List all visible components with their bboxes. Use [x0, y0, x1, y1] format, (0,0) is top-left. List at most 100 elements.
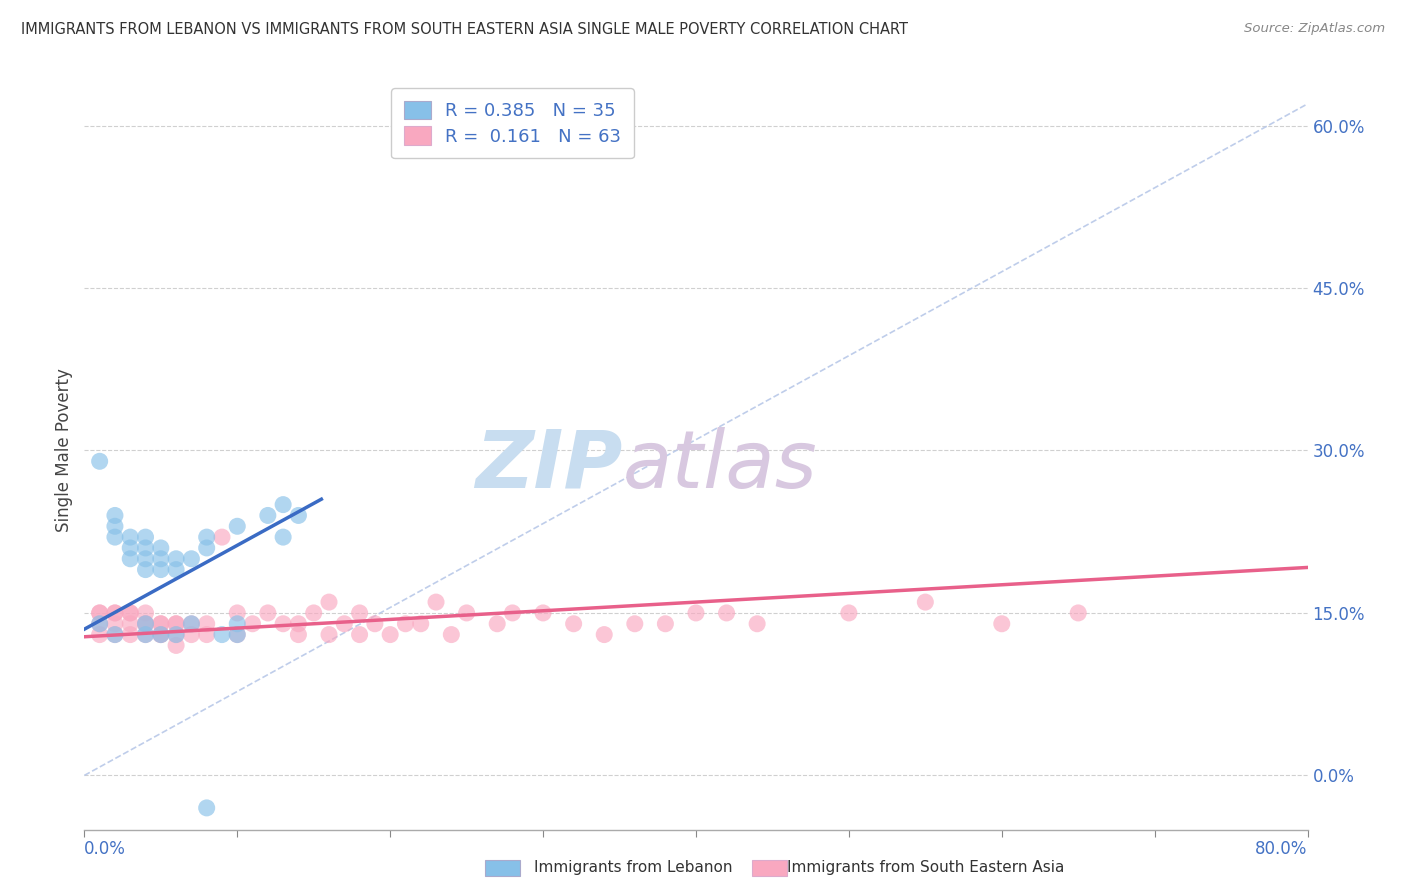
Point [838, 606, 860, 620]
Point [394, 616, 416, 631]
Point [1067, 606, 1090, 620]
Point [180, 616, 202, 631]
Point [287, 627, 309, 641]
Point [271, 530, 294, 544]
Point [226, 606, 249, 620]
Point [104, 627, 127, 641]
Legend: R = 0.385   N = 35, R =  0.161   N = 63: R = 0.385 N = 35, R = 0.161 N = 63 [391, 88, 634, 158]
Point [302, 606, 325, 620]
Point [195, 627, 218, 641]
Point [104, 530, 127, 544]
Point [165, 639, 187, 653]
Text: Immigrants from South Eastern Asia: Immigrants from South Eastern Asia [787, 860, 1064, 874]
Point [287, 508, 309, 523]
Point [211, 530, 233, 544]
Point [654, 616, 676, 631]
Point [747, 616, 769, 631]
Point [364, 616, 387, 631]
Point [120, 530, 142, 544]
Point [456, 606, 478, 620]
Point [135, 606, 157, 620]
Point [135, 541, 157, 555]
Text: IMMIGRANTS FROM LEBANON VS IMMIGRANTS FROM SOUTH EASTERN ASIA SINGLE MALE POVERT: IMMIGRANTS FROM LEBANON VS IMMIGRANTS FR… [21, 22, 908, 37]
Point [149, 616, 172, 631]
Point [89, 606, 111, 620]
Point [104, 519, 127, 533]
Point [486, 616, 509, 631]
Point [333, 616, 356, 631]
Point [149, 627, 172, 641]
Point [135, 616, 157, 631]
Point [165, 627, 187, 641]
Point [89, 606, 111, 620]
Point [180, 616, 202, 631]
Point [149, 627, 172, 641]
Point [211, 627, 233, 641]
Point [135, 563, 157, 577]
Point [135, 616, 157, 631]
Point [914, 595, 936, 609]
Point [165, 616, 187, 631]
Point [593, 627, 616, 641]
Point [287, 616, 309, 631]
Point [562, 616, 585, 631]
Point [195, 801, 218, 815]
Point [149, 541, 172, 555]
Point [120, 551, 142, 566]
Point [226, 627, 249, 641]
Text: ZIP: ZIP [475, 426, 623, 505]
Point [257, 508, 280, 523]
Point [120, 606, 142, 620]
Point [242, 616, 264, 631]
Point [226, 616, 249, 631]
Point [120, 616, 142, 631]
Point [440, 627, 463, 641]
Point [104, 606, 127, 620]
Point [318, 627, 340, 641]
Point [104, 616, 127, 631]
Point [89, 616, 111, 631]
Point [149, 627, 172, 641]
Point [104, 508, 127, 523]
Point [380, 627, 402, 641]
Text: Immigrants from Lebanon: Immigrants from Lebanon [534, 860, 733, 874]
Point [165, 627, 187, 641]
Point [89, 627, 111, 641]
Point [135, 616, 157, 631]
Text: 80.0%: 80.0% [1256, 840, 1308, 858]
Point [257, 606, 280, 620]
Point [318, 595, 340, 609]
Point [226, 519, 249, 533]
Point [624, 616, 647, 631]
Point [149, 551, 172, 566]
Point [180, 627, 202, 641]
Point [409, 616, 432, 631]
Text: atlas: atlas [623, 426, 817, 505]
Point [195, 530, 218, 544]
Point [425, 595, 447, 609]
Point [685, 606, 707, 620]
Point [271, 498, 294, 512]
Point [716, 606, 738, 620]
Point [89, 616, 111, 631]
Point [349, 627, 371, 641]
Point [104, 606, 127, 620]
Point [135, 551, 157, 566]
Point [135, 530, 157, 544]
Point [120, 627, 142, 641]
Point [165, 563, 187, 577]
Point [120, 541, 142, 555]
Point [165, 551, 187, 566]
Point [135, 627, 157, 641]
Point [226, 627, 249, 641]
Point [120, 606, 142, 620]
Point [271, 616, 294, 631]
Point [89, 454, 111, 468]
Point [195, 541, 218, 555]
Point [502, 606, 524, 620]
Point [349, 606, 371, 620]
Text: 0.0%: 0.0% [84, 840, 127, 858]
Point [531, 606, 554, 620]
Point [165, 616, 187, 631]
Point [149, 616, 172, 631]
